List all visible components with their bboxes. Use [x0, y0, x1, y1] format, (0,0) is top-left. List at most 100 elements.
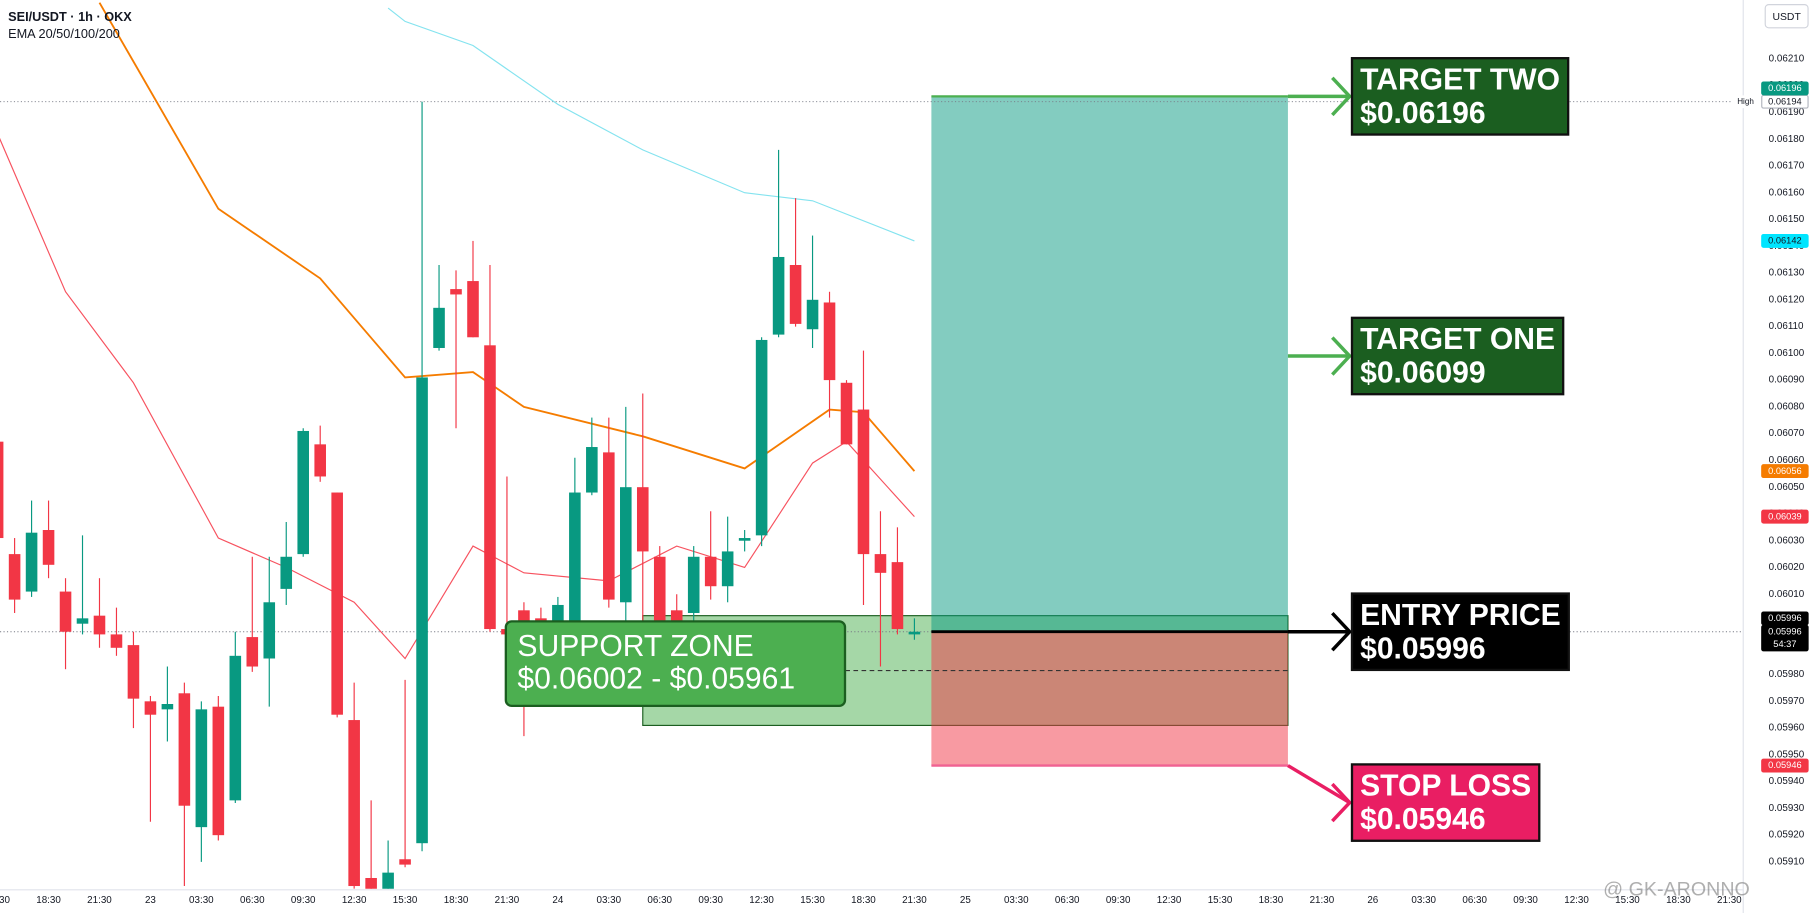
x-tick-label: 23 [145, 895, 156, 906]
candle-body [552, 604, 564, 632]
y-tick-label: 0.06030 [1769, 535, 1805, 546]
y-tick-label: 0.05960 [1769, 723, 1805, 734]
candle-body [212, 706, 225, 836]
support-range: $0.06002 - $0.05961 [517, 663, 795, 696]
x-tick-label: 12:30 [1564, 895, 1589, 906]
price-marker-label: 0.05996 [1768, 626, 1801, 636]
candle-body [42, 530, 55, 565]
candle-body [467, 281, 479, 338]
price-marker-label: 0.06142 [1768, 236, 1801, 246]
candle-body [687, 556, 700, 613]
candle-body [110, 634, 123, 648]
candle-body [908, 631, 921, 635]
candle-body [636, 487, 649, 552]
y-tick-label: 0.06020 [1769, 562, 1805, 573]
candle-body [161, 704, 174, 710]
x-tick-label: 18:30 [1259, 895, 1284, 906]
candle-body [755, 339, 768, 536]
candle-body [25, 532, 38, 592]
candle-body [518, 610, 530, 624]
price-marker-label: 0.05996 [1768, 613, 1801, 623]
x-tick-label: 18:30 [444, 895, 469, 906]
candle-body [263, 602, 276, 659]
high-tag: High [1737, 97, 1754, 106]
annotation-arrowhead [1331, 782, 1353, 823]
y-tick-label: 0.05940 [1769, 776, 1805, 787]
candle-body [416, 377, 428, 844]
target-zone [931, 96, 1288, 632]
annotation-arrowhead [1331, 336, 1353, 376]
candle-body [891, 562, 904, 630]
y-tick-label: 0.06010 [1769, 589, 1805, 600]
currency-label[interactable]: USDT [1772, 12, 1801, 23]
candle-body [195, 709, 208, 828]
annotation-title: ENTRY PRICE [1360, 599, 1561, 632]
price-marker [1761, 611, 1809, 626]
annotation-price: $0.06099 [1360, 357, 1485, 390]
candle-body [93, 615, 106, 635]
candle-body [823, 302, 836, 381]
candle-body [297, 430, 310, 555]
y-tick-label: 0.05950 [1769, 749, 1805, 760]
annotation-box [1350, 763, 1541, 842]
candle-body [314, 444, 326, 477]
x-tick-label: 09:30 [698, 895, 723, 906]
price-marker [1761, 464, 1809, 479]
y-tick-label: 0.05970 [1769, 696, 1805, 707]
watermark: @ GK-ARONNO [1603, 879, 1750, 901]
y-tick-label: 0.06050 [1769, 482, 1805, 493]
x-tick-label: 15:30 [1615, 895, 1640, 906]
x-tick-label: 15:30 [800, 895, 825, 906]
stop-zone [931, 631, 1288, 766]
y-tick-label: 0.06070 [1769, 428, 1805, 439]
x-tick-label: 12:30 [749, 895, 774, 906]
annotation-box [1350, 316, 1565, 396]
x-tick-label: 06:30 [1462, 895, 1487, 906]
candle-body [806, 299, 819, 330]
candle-body [484, 345, 496, 630]
candle-body [789, 265, 802, 324]
candle-body [76, 618, 89, 624]
candle-body [59, 591, 72, 632]
price-marker [1761, 81, 1809, 96]
candle-body [8, 554, 21, 600]
y-tick-label: 0.06080 [1769, 401, 1805, 412]
candle-body [127, 645, 140, 699]
ema-line [387, 7, 915, 242]
annotation-arrowhead [1331, 76, 1353, 117]
candle-body [603, 452, 615, 600]
y-tick-label: 0.06090 [1769, 375, 1805, 386]
y-tick-label: 0.05930 [1769, 803, 1805, 814]
candle-body [738, 538, 751, 541]
price-marker-label: 0.06056 [1768, 466, 1801, 476]
plot-area [0, 2, 1743, 889]
x-tick-label: 03:30 [189, 895, 214, 906]
annotation-arrowhead [1331, 612, 1353, 652]
x-tick-label: 09:30 [1513, 895, 1538, 906]
support-label-box [504, 620, 847, 708]
price-marker [1761, 758, 1809, 773]
candle-body [772, 256, 785, 335]
x-tick-label: 09:30 [1106, 895, 1131, 906]
price-marker-label: 0.05946 [1768, 760, 1801, 770]
x-tick-label: 06:30 [240, 895, 265, 906]
candle-body [450, 289, 462, 295]
x-tick-label: 03:30 [1004, 895, 1029, 906]
x-tick-label: 21:30 [87, 895, 112, 906]
currency-button[interactable] [1764, 4, 1809, 29]
x-tick-label: 09:30 [291, 895, 316, 906]
candle-body [399, 859, 411, 865]
x-tick-label: 21:30 [495, 895, 520, 906]
candle-body [433, 307, 445, 348]
y-tick-label: 0.06060 [1769, 455, 1805, 466]
candle-body [246, 637, 259, 667]
x-tick-label: 24 [552, 895, 563, 906]
support-title: SUPPORT ZONE [517, 630, 753, 663]
y-tick-label: 0.06110 [1769, 321, 1804, 332]
y-tick-label: 0.06160 [1769, 187, 1805, 198]
x-tick-label: 12:30 [342, 895, 367, 906]
annotation-box [1350, 592, 1570, 672]
